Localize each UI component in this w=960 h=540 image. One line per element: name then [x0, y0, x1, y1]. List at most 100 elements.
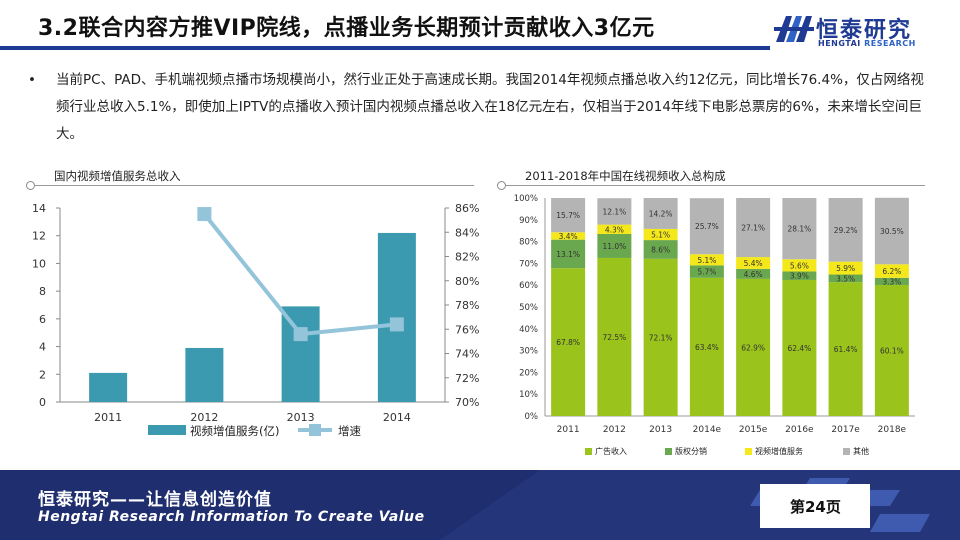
mix-segment-label: 60.1% [880, 346, 904, 355]
mix-segment [643, 228, 678, 241]
mix-y-tick-label: 50% [519, 303, 538, 313]
mix-segment [597, 233, 632, 258]
mix-segment [689, 265, 724, 278]
mix-y-tick-label: 100% [514, 194, 538, 204]
mix-segment-label: 29.2% [834, 226, 858, 235]
slide-title: 3.2联合内容方推VIP院线，点播业务长期预计贡献收入3亿元 [38, 16, 655, 41]
mix-segment [828, 261, 863, 275]
mix-segment [782, 271, 817, 280]
mix-segment-label: 72.1% [649, 333, 673, 342]
mix-segment [782, 259, 817, 272]
mix-y-tick-label: 10% [519, 390, 538, 400]
mix-segment-label: 5.1% [651, 231, 670, 240]
right-y-tick-label: 80% [455, 275, 479, 288]
mix-segment-label: 62.4% [787, 344, 811, 353]
mix-segment [736, 257, 771, 269]
mix-segment [736, 268, 771, 279]
mix-segment-label: 11.0% [602, 242, 626, 251]
right-y-tick-label: 72% [455, 372, 479, 385]
page-number: 第24页 [790, 498, 841, 516]
summary-text: 当前PC、PAD、手机端视频点播市场规模尚小，然行业正处于高速成长期。我国201… [56, 72, 924, 142]
x-tick-label: 2012 [190, 411, 218, 424]
mix-legend-swatch [745, 448, 752, 455]
online-video-revenue-mix-chart: 0% 10% 20% 30% 40% 50% 60% 70% 80% 90% 100% 2011 201… [514, 194, 915, 456]
right-y-tick-label: 70% [455, 396, 479, 409]
mix-segment [828, 198, 863, 262]
mix-segment [874, 197, 909, 265]
right-y-tick-label: 78% [455, 299, 479, 312]
mix-segment-label: 12.1% [602, 207, 626, 216]
footer-slogan-en: Hengtai Research Information To Create V… [38, 509, 425, 525]
mix-y-tick-label: 70% [519, 259, 538, 269]
mix-segment [828, 274, 863, 283]
mix-segment [874, 277, 909, 285]
mix-segment [551, 198, 586, 233]
bullet-icon: • [28, 72, 36, 88]
mix-legend-swatch [843, 448, 850, 455]
mix-segment-label: 25.7% [695, 222, 719, 231]
mix-segment [874, 264, 909, 278]
right-y-tick-label: 84% [455, 226, 479, 239]
mix-segment-label: 28.1% [787, 225, 811, 234]
mix-segment-label: 72.5% [602, 333, 626, 342]
left-chart-growth-line [197, 207, 404, 342]
mix-segment-label: 3.5% [836, 274, 855, 283]
mix-legend-label: 广告收入 [595, 446, 627, 456]
mix-segment [874, 284, 909, 416]
mix-segment-label: 63.4% [695, 343, 719, 352]
mix-y-tick-label: 20% [519, 368, 538, 378]
right-chart-stacked-bars: 67.8% 13.1% 3.4% 15.7% 72.5% 11.0% 4.3% 12.1% 72… [551, 197, 909, 416]
mix-x-tick-label: 2013 [649, 425, 672, 435]
right-y-tick-label: 76% [455, 323, 479, 336]
right-chart-title-rule [505, 185, 925, 186]
footer-decoration-icon [440, 470, 960, 540]
left-chart-title-rule [34, 185, 474, 186]
mix-segment-label: 13.1% [556, 250, 580, 259]
mix-segment-label: 61.4% [834, 345, 858, 354]
mix-segment [736, 278, 771, 416]
left-y-tick-label: 12 [32, 230, 46, 243]
logo-text-en-b: RESEARCH [864, 39, 916, 48]
footer-slogan-cn: 恒泰研究——让信息创造价值 [38, 490, 272, 510]
left-chart-legend: 视频增值服务(亿) 增速 [148, 424, 361, 438]
mix-segment [597, 257, 632, 416]
mix-y-tick-label: 40% [519, 325, 538, 335]
right-chart-title: 2011-2018年中国在线视频收入总构成 [525, 169, 726, 183]
mix-segment [643, 258, 678, 416]
summary-bullet: • 当前PC、PAD、手机端视频点播市场规模尚小，然行业正处于高速成长期。我国2… [28, 67, 928, 148]
revenue-bar [281, 306, 320, 402]
legend-marker-growth [309, 424, 321, 436]
x-tick-label: 2013 [287, 411, 315, 424]
mix-segment [689, 198, 724, 255]
mix-segment [551, 232, 586, 240]
left-y-tick-label: 0 [39, 396, 46, 409]
mix-segment-label: 62.9% [741, 343, 765, 352]
mix-segment [551, 268, 586, 416]
logo-text-en: HENGTAI RESEARCH [818, 39, 916, 48]
mix-x-tick-label: 2016e [785, 425, 814, 435]
mix-legend-swatch [585, 448, 592, 455]
mix-segment [551, 239, 586, 269]
growth-point [197, 207, 212, 222]
mix-y-tick-label: 80% [519, 238, 538, 248]
mix-y-tick-label: 90% [519, 216, 538, 226]
mix-segment-label: 15.7% [556, 211, 580, 220]
mix-legend-swatch [665, 448, 672, 455]
mix-y-tick-label: 60% [519, 281, 538, 291]
mix-segment [597, 224, 632, 234]
mix-x-tick-label: 2018e [878, 425, 907, 435]
mix-segment-label: 5.1% [697, 256, 716, 265]
left-y-tick-label: 14 [32, 202, 46, 215]
mix-x-tick-label: 2014e [693, 425, 722, 435]
mix-segment [828, 282, 863, 416]
x-tick-label: 2014 [383, 411, 411, 424]
mix-y-tick-label: 0% [525, 412, 539, 422]
logo-mark-icon [774, 16, 814, 42]
mix-segment [643, 198, 678, 229]
right-chart-legend: 广告收入 版权分销 视频增值服务 其他 [585, 446, 869, 456]
mix-segment [689, 277, 724, 416]
legend-swatch-revenue [148, 425, 186, 435]
right-y-tick-label: 86% [455, 202, 479, 215]
logo-text-cn: 恒泰研究 [816, 18, 913, 43]
mix-x-tick-label: 2017e [831, 425, 860, 435]
